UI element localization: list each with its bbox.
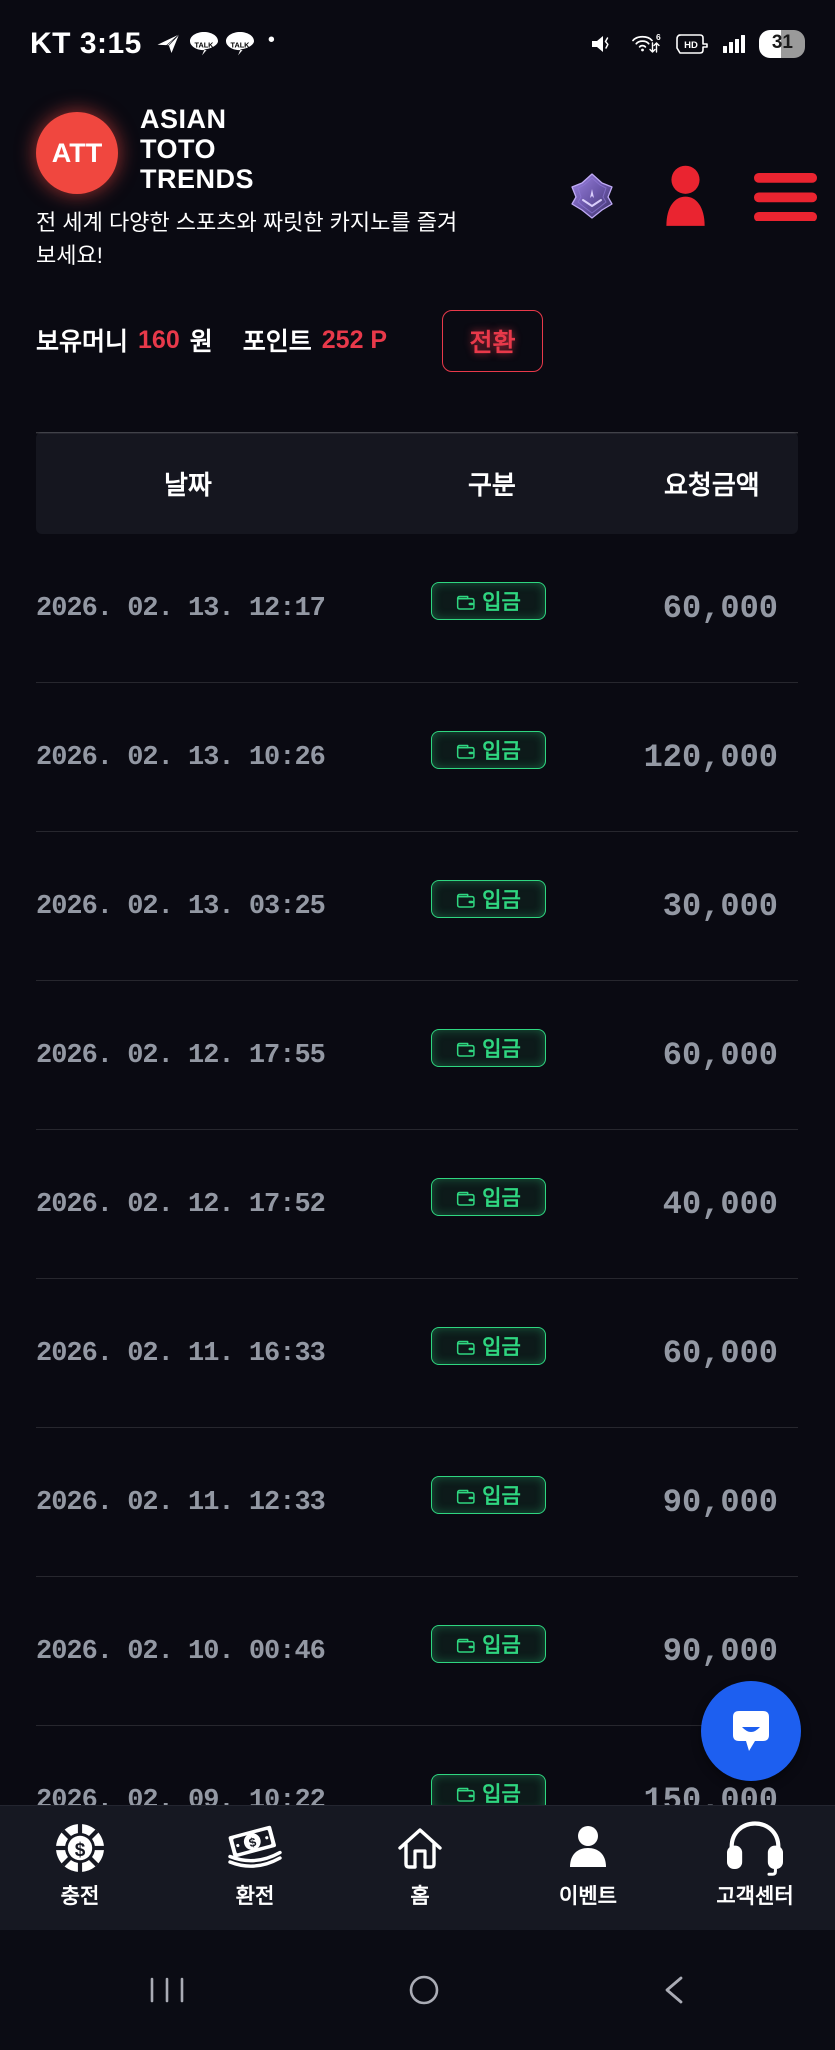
svg-text:$: $ [75, 1840, 86, 1861]
svg-text:6: 6 [656, 32, 661, 42]
svg-text:TALK: TALK [230, 40, 250, 49]
svg-text:TALK: TALK [194, 40, 214, 49]
svg-text:HD: HD [684, 40, 698, 51]
